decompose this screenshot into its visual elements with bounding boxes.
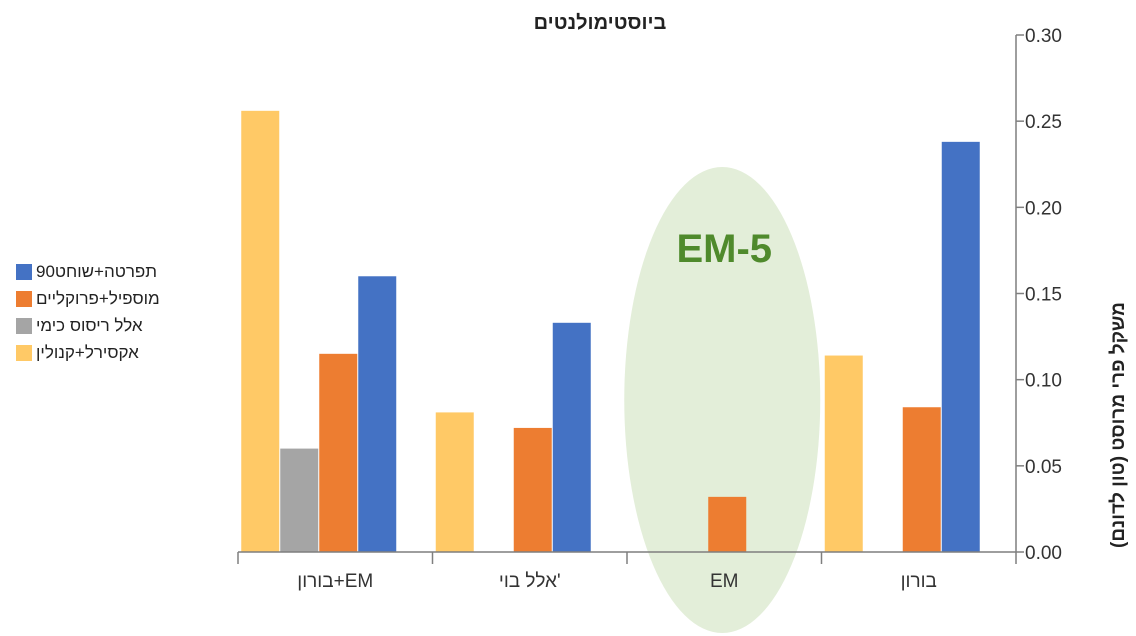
y-tick-label: 0.25 [1025, 112, 1062, 133]
highlight-ellipse [624, 167, 821, 633]
bar [358, 276, 397, 552]
bar [280, 448, 319, 552]
em5-annotation: EM-5 [676, 227, 772, 271]
x-tick-label: EM [710, 571, 739, 592]
legend-item: אלל ריסוס כימי [16, 312, 160, 339]
legend-swatch [16, 263, 32, 280]
bar [435, 412, 474, 552]
legend-swatch [16, 344, 32, 361]
legend-label: אקסירל+קנולין [36, 343, 139, 362]
legend-label: אלל ריסוס כימי [36, 316, 143, 335]
chart-title: ביוסטימולנטים [534, 12, 667, 34]
legend-label: תפרטה+שוחט90 [36, 262, 158, 281]
bar [552, 322, 591, 552]
y-tick-label: 0.10 [1025, 371, 1062, 392]
y-tick-label: 0.15 [1025, 285, 1062, 306]
bar [241, 110, 280, 553]
bar [319, 353, 358, 552]
y-tick-label: 0.05 [1025, 457, 1062, 478]
x-tick-label: אלל בוי' [499, 571, 561, 592]
legend-item: אקסירל+קנולין [16, 339, 160, 366]
legend-item: מוספיל+פרוקליים [16, 285, 160, 312]
legend-item: תפרטה+שוחט90 [16, 258, 160, 285]
bar [902, 407, 941, 552]
y-tick-label: 0.20 [1025, 198, 1062, 219]
y-tick-label: 0.00 [1025, 543, 1062, 564]
bar [824, 355, 863, 552]
x-tick-label: בורון [901, 571, 937, 592]
x-tick-label: בורון+EM [297, 571, 373, 592]
legend-label: מוספיל+פרוקליים [36, 289, 160, 308]
chart-legend: תפרטה+שוחט90 מוספיל+פרוקליים אלל ריסוס כימ… [16, 258, 160, 366]
bar [708, 496, 747, 552]
bar [513, 427, 552, 552]
legend-swatch [16, 317, 32, 334]
y-axis-title: משקל פרי מרוסט (טון לדונם) [1108, 302, 1129, 548]
bar [941, 141, 980, 552]
y-tick-label: 0.30 [1025, 26, 1062, 47]
legend-swatch [16, 290, 32, 307]
